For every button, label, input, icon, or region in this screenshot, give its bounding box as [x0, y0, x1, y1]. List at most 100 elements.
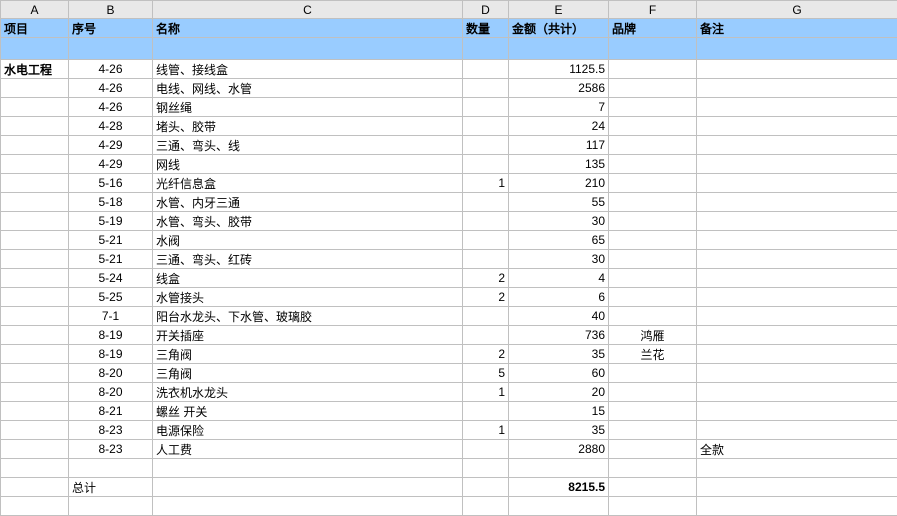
cell-remark[interactable] — [697, 288, 897, 307]
cell-amount[interactable]: 30 — [509, 250, 609, 269]
col-letter[interactable]: D — [463, 1, 509, 19]
cell-name[interactable]: 三通、弯头、红砖 — [153, 250, 463, 269]
cell-brand[interactable] — [609, 288, 697, 307]
cell-brand[interactable] — [609, 421, 697, 440]
cell-no[interactable]: 8-20 — [69, 364, 153, 383]
header-name[interactable]: 名称 — [153, 19, 463, 38]
cell-amount[interactable]: 210 — [509, 174, 609, 193]
cell-qty[interactable]: 2 — [463, 269, 509, 288]
cell-remark[interactable]: 全款 — [697, 440, 897, 459]
cell-project[interactable] — [1, 174, 69, 193]
cell-no[interactable]: 5-16 — [69, 174, 153, 193]
cell-remark[interactable] — [697, 364, 897, 383]
cell-amount[interactable]: 736 — [509, 326, 609, 345]
cell-qty[interactable] — [463, 307, 509, 326]
cell-amount[interactable]: 135 — [509, 155, 609, 174]
cell-remark[interactable] — [697, 421, 897, 440]
cell-name[interactable]: 洗衣机水龙头 — [153, 383, 463, 402]
cell-project[interactable] — [1, 421, 69, 440]
cell-project[interactable] — [1, 402, 69, 421]
cell-remark[interactable] — [697, 136, 897, 155]
cell-remark[interactable] — [697, 98, 897, 117]
cell-amount[interactable]: 117 — [509, 136, 609, 155]
cell-no[interactable]: 8-23 — [69, 440, 153, 459]
cell-brand[interactable] — [609, 193, 697, 212]
cell-brand[interactable] — [609, 231, 697, 250]
cell-amount[interactable]: 65 — [509, 231, 609, 250]
col-letter[interactable]: G — [697, 1, 897, 19]
cell-qty[interactable]: 1 — [463, 421, 509, 440]
cell-project[interactable] — [1, 440, 69, 459]
cell-amount[interactable]: 40 — [509, 307, 609, 326]
cell-remark[interactable] — [697, 212, 897, 231]
cell-project[interactable] — [1, 193, 69, 212]
cell-project[interactable]: 水电工程 — [1, 60, 69, 79]
cell-project[interactable] — [1, 212, 69, 231]
cell-qty[interactable] — [463, 98, 509, 117]
cell-brand[interactable] — [609, 364, 697, 383]
cell-name[interactable]: 人工费 — [153, 440, 463, 459]
cell-qty[interactable] — [463, 79, 509, 98]
cell-remark[interactable] — [697, 60, 897, 79]
cell-brand[interactable] — [609, 155, 697, 174]
cell-name[interactable]: 水管、弯头、胶带 — [153, 212, 463, 231]
cell-remark[interactable] — [697, 383, 897, 402]
cell-qty[interactable] — [463, 117, 509, 136]
cell-qty[interactable] — [463, 402, 509, 421]
cell-brand[interactable] — [609, 440, 697, 459]
cell-qty[interactable]: 2 — [463, 345, 509, 364]
cell-project[interactable] — [1, 231, 69, 250]
cell-amount[interactable]: 30 — [509, 212, 609, 231]
cell-name[interactable]: 水阀 — [153, 231, 463, 250]
cell-brand[interactable] — [609, 174, 697, 193]
cell-remark[interactable] — [697, 155, 897, 174]
cell-amount[interactable]: 7 — [509, 98, 609, 117]
cell-name[interactable]: 线盒 — [153, 269, 463, 288]
col-letter[interactable]: E — [509, 1, 609, 19]
cell-remark[interactable] — [697, 231, 897, 250]
cell-amount[interactable]: 35 — [509, 421, 609, 440]
cell-name[interactable]: 三角阀 — [153, 364, 463, 383]
cell-amount[interactable]: 24 — [509, 117, 609, 136]
cell-amount[interactable]: 6 — [509, 288, 609, 307]
cell-brand[interactable] — [609, 136, 697, 155]
cell-qty[interactable]: 1 — [463, 174, 509, 193]
cell-amount[interactable]: 4 — [509, 269, 609, 288]
total-label[interactable]: 总计 — [69, 478, 153, 497]
cell-amount[interactable]: 55 — [509, 193, 609, 212]
cell-no[interactable]: 5-18 — [69, 193, 153, 212]
header-no[interactable]: 序号 — [69, 19, 153, 38]
cell-remark[interactable] — [697, 307, 897, 326]
cell-no[interactable]: 7-1 — [69, 307, 153, 326]
cell-project[interactable] — [1, 155, 69, 174]
cell-amount[interactable]: 2880 — [509, 440, 609, 459]
cell-name[interactable]: 阳台水龙头、下水管、玻璃胶 — [153, 307, 463, 326]
cell-no[interactable]: 5-21 — [69, 231, 153, 250]
cell-qty[interactable]: 2 — [463, 288, 509, 307]
cell-no[interactable]: 8-23 — [69, 421, 153, 440]
cell-no[interactable]: 4-29 — [69, 155, 153, 174]
cell-name[interactable]: 堵头、胶带 — [153, 117, 463, 136]
cell-name[interactable]: 水管、内牙三通 — [153, 193, 463, 212]
cell-no[interactable]: 5-19 — [69, 212, 153, 231]
header-brand[interactable]: 品牌 — [609, 19, 697, 38]
cell-amount[interactable]: 1125.5 — [509, 60, 609, 79]
cell-no[interactable]: 4-29 — [69, 136, 153, 155]
cell-no[interactable]: 8-21 — [69, 402, 153, 421]
cell-qty[interactable] — [463, 212, 509, 231]
cell-brand[interactable] — [609, 307, 697, 326]
cell-remark[interactable] — [697, 174, 897, 193]
cell-amount[interactable]: 20 — [509, 383, 609, 402]
cell-project[interactable] — [1, 345, 69, 364]
cell-no[interactable]: 4-26 — [69, 98, 153, 117]
cell-no[interactable]: 8-20 — [69, 383, 153, 402]
cell-remark[interactable] — [697, 79, 897, 98]
cell-name[interactable]: 螺丝 开关 — [153, 402, 463, 421]
cell-qty[interactable]: 5 — [463, 364, 509, 383]
cell-no[interactable]: 5-25 — [69, 288, 153, 307]
cell-project[interactable] — [1, 117, 69, 136]
cell-no[interactable]: 8-19 — [69, 345, 153, 364]
cell-project[interactable] — [1, 288, 69, 307]
header-project[interactable]: 项目 — [1, 19, 69, 38]
cell-amount[interactable]: 15 — [509, 402, 609, 421]
